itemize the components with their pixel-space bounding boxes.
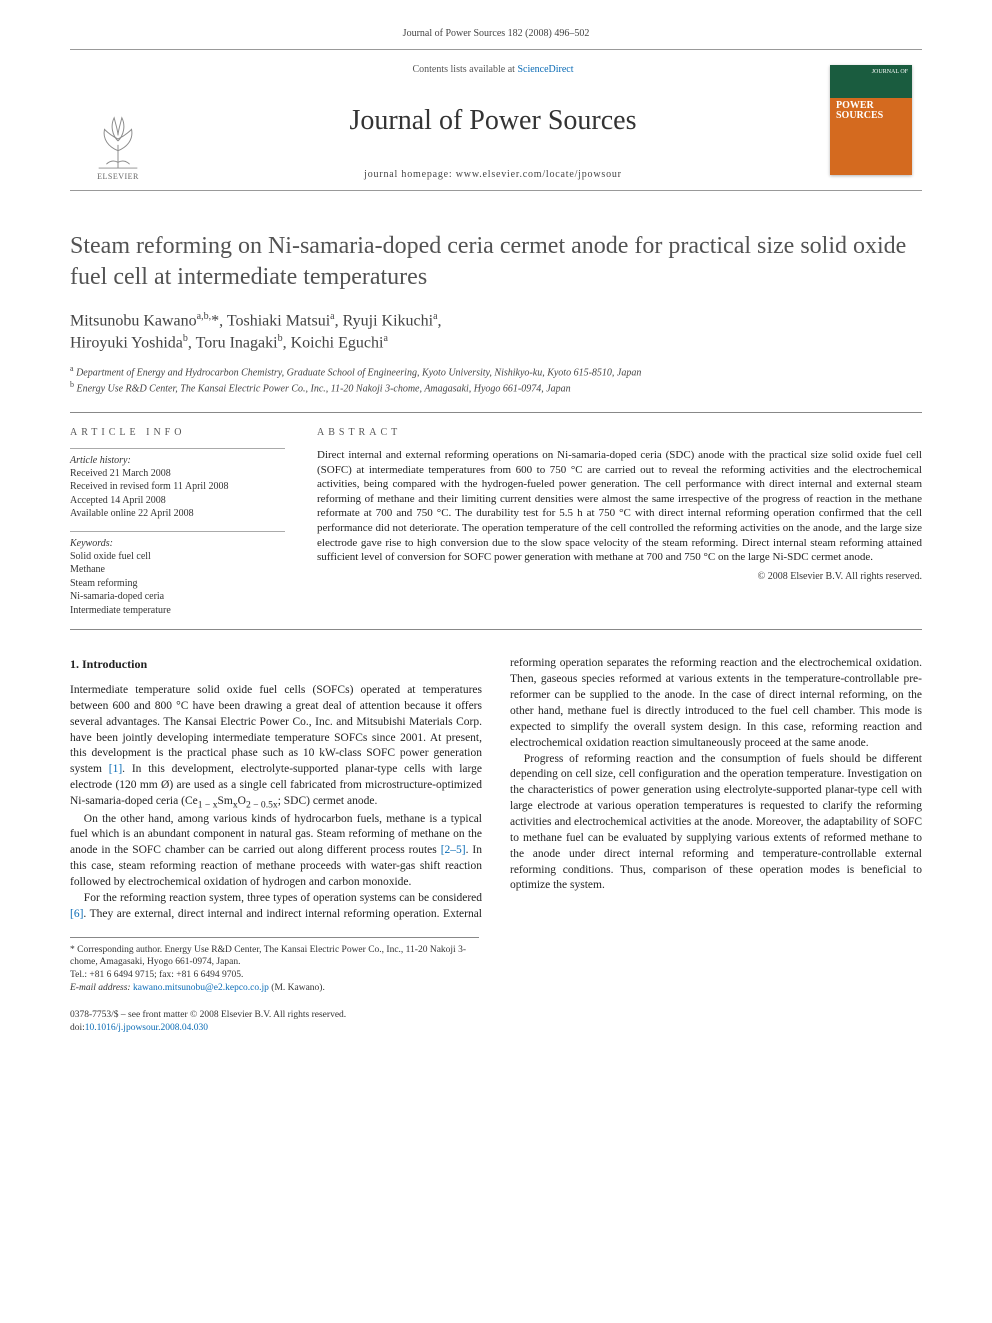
front-matter-line: 0378-7753/$ – see front matter © 2008 El… (70, 1009, 922, 1022)
cover-title-2: SOURCES (836, 110, 883, 121)
journal-homepage: journal homepage: www.elsevier.com/locat… (176, 169, 810, 180)
cover-top-text: JOURNAL OF (834, 69, 908, 76)
publisher-logo-cell: ELSEVIER (70, 50, 166, 190)
affil-b-text: Energy Use R&D Center, The Kansai Electr… (77, 383, 571, 394)
p2a: On the other hand, among various kinds o… (70, 813, 482, 857)
info-abstract-row: article info Article history: Received 2… (70, 412, 922, 618)
para-1: Intermediate temperature solid oxide fue… (70, 683, 482, 812)
mid1: Sm (218, 795, 233, 807)
doi-prefix: doi: (70, 1023, 85, 1033)
section-1-heading: 1. Introduction (70, 656, 482, 673)
body-text: 1. Introduction Intermediate temperature… (70, 656, 922, 922)
abstract-end-rule (70, 629, 922, 630)
journal-name: Journal of Power Sources (176, 105, 810, 137)
p1c: ; SDC) cermet anode. (278, 795, 378, 807)
journal-cover-thumb: JOURNAL OF POWER SOURCES (830, 65, 912, 175)
masthead-center: Contents lists available at ScienceDirec… (166, 50, 820, 190)
cover-title: POWER SOURCES (836, 101, 883, 121)
doi-line: doi:10.1016/j.jpowsour.2008.04.030 (70, 1022, 922, 1035)
sub1: 1 − x (198, 799, 218, 810)
history-line-2: Accepted 14 April 2008 (70, 494, 285, 508)
keyword-2: Steam reforming (70, 577, 285, 591)
affil-a-text: Department of Energy and Hydrocarbon Che… (76, 368, 641, 379)
history-line-1: Received in revised form 11 April 2008 (70, 480, 285, 494)
affiliation-b: b Energy Use R&D Center, The Kansai Elec… (70, 380, 922, 396)
article-info: article info Article history: Received 2… (70, 427, 285, 618)
email-who: (M. Kawano). (269, 983, 325, 993)
keyword-4: Intermediate temperature (70, 604, 285, 618)
keyword-0: Solid oxide fuel cell (70, 550, 285, 564)
para-2: On the other hand, among various kinds o… (70, 812, 482, 891)
ref-6-link[interactable]: [6] (70, 908, 83, 920)
contents-lists-line: Contents lists available at ScienceDirec… (176, 64, 810, 75)
running-header: Journal of Power Sources 182 (2008) 496–… (70, 28, 922, 39)
abstract-label: abstract (317, 427, 922, 438)
sub3: 2 − 0.5x (246, 799, 278, 810)
cover-cell: JOURNAL OF POWER SOURCES (820, 50, 922, 190)
sciencedirect-link[interactable]: ScienceDirect (517, 64, 573, 75)
authors: Mitsunobu Kawanoa,b,*, Toshiaki Matsuia,… (70, 310, 922, 354)
email-label: E-mail address: (70, 983, 131, 993)
keyword-1: Methane (70, 563, 285, 577)
corresponding-author: * Corresponding author. Energy Use R&D C… (70, 944, 479, 970)
homepage-url: www.elsevier.com/locate/jpowsour (456, 169, 622, 180)
homepage-prefix: journal homepage: (364, 169, 456, 180)
doi-link[interactable]: 10.1016/j.jpowsour.2008.04.030 (85, 1023, 208, 1033)
email-line: E-mail address: kawano.mitsunobu@e2.kepc… (70, 982, 479, 995)
affiliation-a: a Department of Energy and Hydrocarbon C… (70, 364, 922, 380)
ref-2-5-link[interactable]: [2–5] (441, 844, 466, 856)
info-rule-2 (70, 531, 285, 532)
keyword-3: Ni-samaria-doped ceria (70, 590, 285, 604)
abstract-block: abstract Direct internal and external re… (317, 427, 922, 618)
history-head: Article history: (70, 455, 285, 466)
history-line-3: Available online 22 April 2008 (70, 507, 285, 521)
contents-prefix: Contents lists available at (412, 64, 517, 75)
info-rule-1 (70, 448, 285, 449)
email-link[interactable]: kawano.mitsunobu@e2.kepco.co.jp (133, 983, 269, 993)
mid2: O (238, 795, 246, 807)
masthead: ELSEVIER Contents lists available at Sci… (70, 49, 922, 191)
affiliations: a Department of Energy and Hydrocarbon C… (70, 364, 922, 396)
abstract-copyright: © 2008 Elsevier B.V. All rights reserved… (317, 571, 922, 582)
elsevier-logo: ELSEVIER (86, 112, 150, 184)
article-info-label: article info (70, 427, 285, 438)
article-title: Steam reforming on Ni-samaria-doped ceri… (70, 231, 922, 292)
publisher-name: ELSEVIER (97, 172, 139, 181)
history-line-0: Received 21 March 2008 (70, 467, 285, 481)
footnotes: * Corresponding author. Energy Use R&D C… (70, 937, 479, 995)
tree-icon (89, 112, 147, 170)
p1a: Intermediate temperature solid oxide fue… (70, 684, 482, 775)
bottom-meta: 0378-7753/$ – see front matter © 2008 El… (70, 1009, 922, 1035)
tel-fax: Tel.: +81 6 6494 9715; fax: +81 6 6494 9… (70, 969, 479, 982)
p3a: For the reforming reaction system, three… (84, 892, 482, 904)
para-4: Progress of reforming reaction and the c… (510, 752, 922, 895)
abstract-text: Direct internal and external reforming o… (317, 448, 922, 565)
ref-1-link[interactable]: [1] (109, 763, 122, 775)
keywords-head: Keywords: (70, 538, 285, 549)
